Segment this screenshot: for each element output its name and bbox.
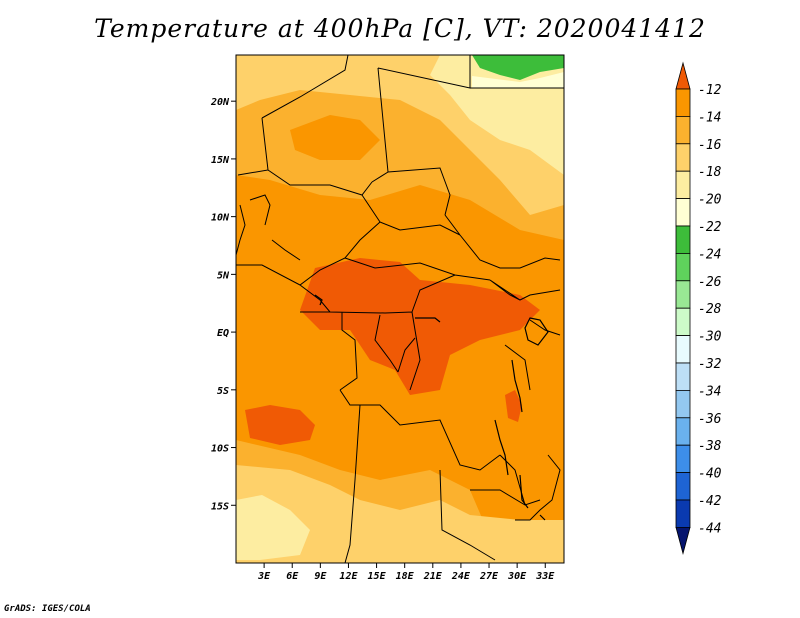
map-title: Temperature at 400hPa [C], VT: 202004141… [94,14,706,43]
colorbar-segment [675,472,691,501]
lake-shapes [314,294,549,521]
colorbar-label: -30 [698,330,722,345]
colorbar-segment [675,335,691,364]
colorbar-label: -40 [698,467,722,482]
y-tick-label: 5N [217,270,230,281]
lakes [314,294,549,521]
colorbar-label: -12 [698,83,722,98]
colorbar-label: -24 [698,247,721,262]
colorbar-segment [675,88,691,117]
colorbar-segment [675,417,691,446]
y-axis-ticks: 20N 15N 10N 5N EQ 5S 10S 15S [210,97,236,512]
colorbar-segment [675,362,691,391]
x-tick-label: 3E [257,571,271,582]
y-tick-label: 20N [210,97,230,108]
y-tick-label: 15S [211,501,229,512]
x-tick-label: 6E [286,571,299,582]
x-tick-label: 18E [396,571,415,582]
colorbar-segment [675,499,691,528]
y-tick-label: 15N [211,155,230,166]
field-core-warm-2 [245,405,315,445]
colorbar-label: -22 [698,220,722,235]
colorbar-label: -14 [698,110,721,125]
colorbar-segment [675,143,691,172]
colorbar-label: -32 [698,357,722,372]
field-band-south [236,465,564,563]
colorbar-segment [675,389,691,419]
colorbar-label: -42 [698,494,722,509]
y-tick-label: 10N [211,213,230,224]
map-frame [235,54,565,564]
x-tick-label: 12E [339,571,358,582]
temperature-field [236,55,564,563]
colorbar-segment [675,116,691,145]
field-band-southwest [236,495,310,560]
grads-credit: GrADS: IGES/COLA [4,604,91,614]
colorbar-label: -18 [698,165,722,180]
colorbar-label: -36 [698,412,722,427]
colorbar-segment [675,280,691,309]
colorbar-label: -16 [698,138,722,153]
colorbar-segment [675,170,691,199]
colorbar-segment [675,198,691,227]
x-tick-label: 15E [368,571,387,582]
x-tick-label: 21E [423,571,443,582]
x-tick-label: 9E [314,571,327,582]
field-core-warm-3 [505,390,522,422]
x-axis-ticks: 3E 6E 9E 12E 15E 18E 21E 24E 27E 30E 33E [257,563,555,582]
colorbar-label: -44 [698,521,721,536]
colorbar-bottom-arrow [675,527,691,555]
colorbar-label: -26 [698,275,722,290]
colorbar-segment [675,252,691,282]
y-tick-label: EQ [217,328,229,339]
field-core-warm-1 [300,258,540,395]
field-cold-patch [472,55,564,80]
x-tick-label: 33E [535,571,555,582]
colorbar-label: -20 [698,193,722,208]
field-strip-northeast [472,72,564,88]
x-tick-label: 24E [451,571,471,582]
colorbar-top-arrow [675,61,691,90]
y-tick-label: 10S [211,444,229,455]
colorbar: -12 -14 -16 -18 -20 -22 -24 -26 -28 -30 -32 -34 -36 -… [675,61,722,555]
country-borders [236,55,564,563]
y-tick-label: 5S [217,386,229,397]
x-tick-label: 27E [479,571,499,582]
x-tick-label: 30E [507,571,527,582]
colorbar-segment [675,307,691,337]
border-lines [236,55,564,563]
colorbar-segment [675,225,691,254]
colorbar-label: -34 [698,384,721,399]
field-patch-north [290,115,380,160]
colorbar-label: -38 [698,439,722,454]
colorbar-segment [675,444,691,474]
colorbar-label: -28 [698,302,722,317]
